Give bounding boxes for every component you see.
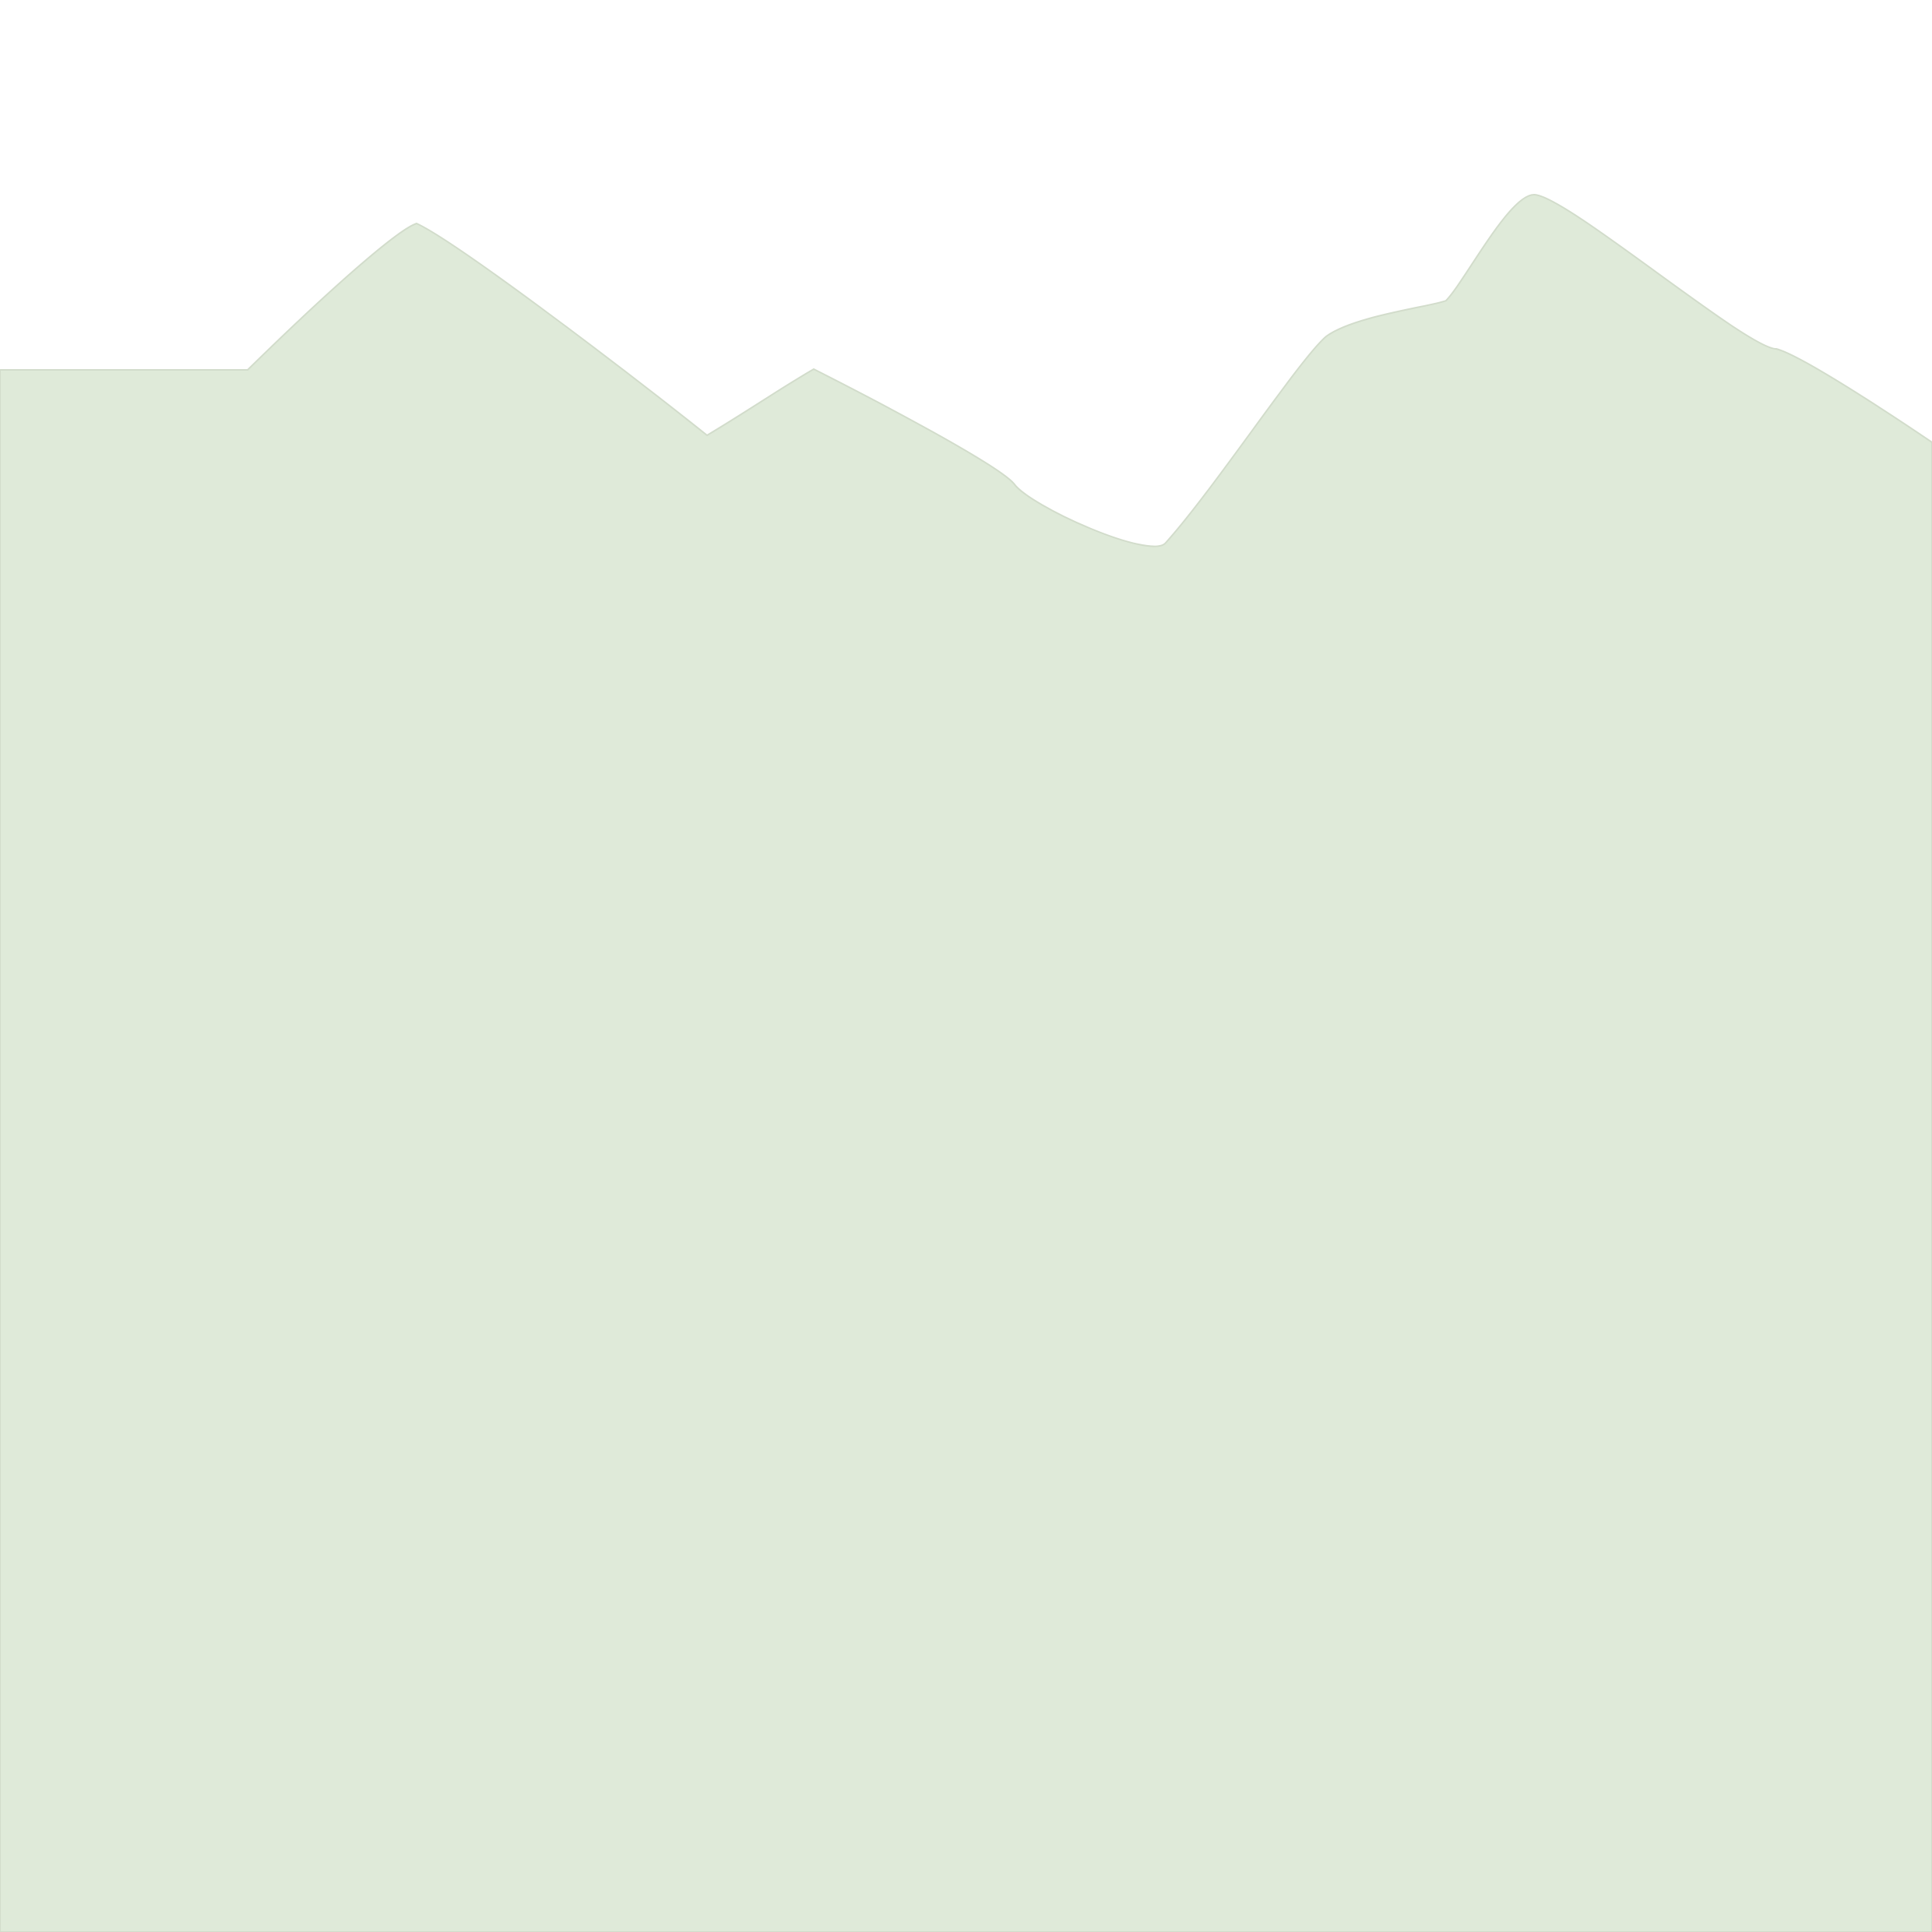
mountain-range-silhouette xyxy=(0,193,1932,1932)
